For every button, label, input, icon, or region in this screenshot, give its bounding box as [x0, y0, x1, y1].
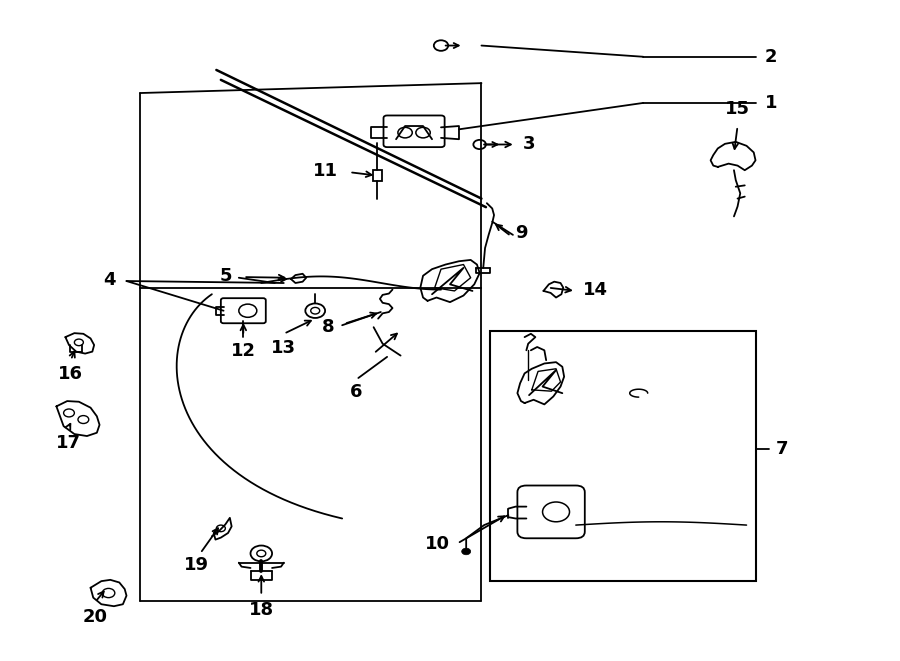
Text: 13: 13 — [271, 339, 296, 357]
Text: 11: 11 — [312, 162, 338, 180]
Text: 14: 14 — [583, 281, 608, 299]
Text: 2: 2 — [764, 48, 777, 65]
Text: 18: 18 — [248, 601, 274, 619]
Text: 5: 5 — [220, 268, 232, 286]
Text: 8: 8 — [322, 318, 335, 336]
Text: 15: 15 — [725, 100, 750, 118]
Text: 9: 9 — [515, 224, 527, 242]
Text: 4: 4 — [104, 271, 116, 289]
Text: 7: 7 — [775, 440, 788, 458]
Text: 6: 6 — [349, 383, 362, 401]
Bar — [373, 171, 382, 180]
Text: 16: 16 — [58, 366, 84, 383]
Text: 1: 1 — [764, 94, 777, 112]
Text: 17: 17 — [56, 434, 81, 452]
Bar — [491, 330, 755, 581]
Text: 19: 19 — [184, 556, 209, 574]
Text: 3: 3 — [523, 136, 536, 153]
Text: 12: 12 — [230, 342, 256, 360]
Circle shape — [462, 548, 471, 555]
Text: 10: 10 — [425, 535, 450, 553]
Text: 20: 20 — [83, 607, 107, 625]
